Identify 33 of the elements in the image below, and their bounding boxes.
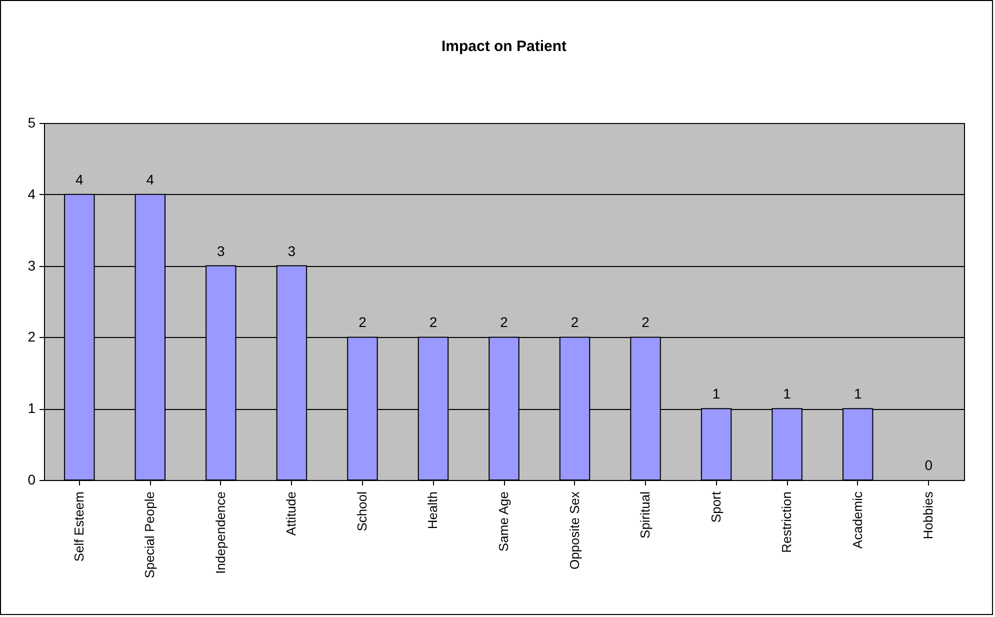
x-tick-label: Restriction	[779, 492, 794, 553]
data-label: 4	[146, 171, 154, 188]
x-tick-label: Same Age	[496, 492, 511, 552]
y-tick-label: 1	[28, 400, 36, 416]
chart-title: Impact on Patient	[441, 38, 567, 55]
data-label: 0	[924, 457, 933, 473]
x-tick-label: Self Esteem	[71, 492, 86, 562]
y-tick-label: 0	[28, 472, 36, 488]
x-tick-label: Sport	[708, 491, 724, 523]
data-label: 2	[500, 314, 508, 330]
x-tick-label: Special People	[142, 492, 158, 578]
x-tick-label: School	[354, 491, 370, 532]
data-label: 3	[288, 242, 296, 259]
x-tick-label: Hobbies	[920, 491, 936, 540]
x-tick-label: Academic	[850, 491, 865, 549]
x-tick-label: Independence	[212, 492, 228, 574]
x-tick-label: Spiritual	[638, 491, 653, 538]
data-label: 2	[358, 314, 367, 330]
data-label: 3	[217, 242, 226, 259]
data-label: 1	[854, 386, 862, 402]
data-label: 2	[642, 314, 650, 330]
data-label: 2	[570, 314, 579, 330]
data-label: 2	[429, 314, 438, 330]
x-tick-label: Health	[425, 492, 440, 530]
data-label: 1	[783, 386, 792, 402]
y-tick-label: 4	[28, 186, 36, 202]
data-label: 1	[712, 386, 720, 402]
x-tick-label: Opposite Sex	[566, 491, 582, 570]
data-label: 4	[75, 171, 84, 188]
x-tick-label: Attitude	[284, 492, 299, 536]
y-tick-label: 5	[28, 114, 36, 130]
y-tick-label: 2	[28, 328, 36, 345]
y-tick-label: 3	[28, 257, 36, 274]
